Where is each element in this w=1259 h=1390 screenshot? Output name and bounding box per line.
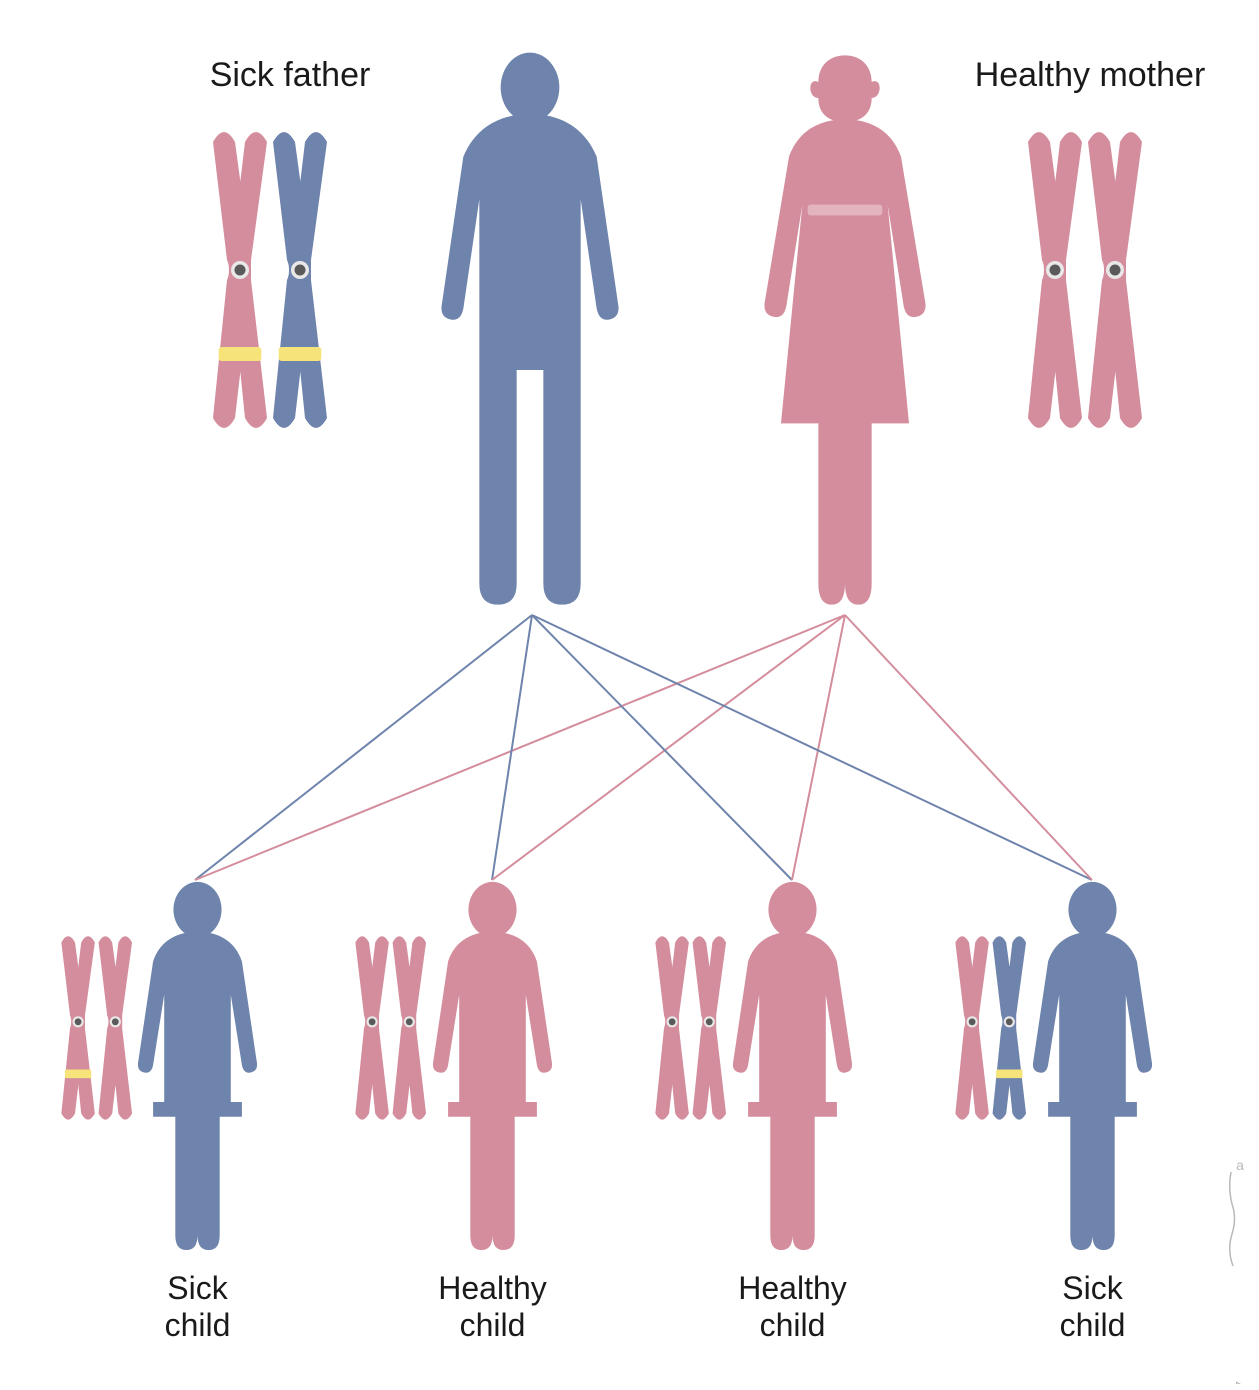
diagram-stage: Sick father Healthy mother Sick child He… <box>0 0 1259 1390</box>
father-chromosomes <box>185 130 355 450</box>
child-chromosomes-3 <box>638 935 743 1133</box>
watermark: a G5HHK7 <box>1227 1154 1253 1384</box>
svg-text:a: a <box>1236 1157 1244 1173</box>
child-chromosomes-1 <box>44 935 149 1133</box>
svg-text:G5HHK7: G5HHK7 <box>1234 1379 1251 1384</box>
child-chromosomes-2 <box>338 935 443 1133</box>
mother-figure <box>710 50 980 610</box>
mother-chromosomes <box>1000 130 1170 450</box>
father-figure <box>395 50 665 610</box>
child-chromosomes-4 <box>938 935 1043 1133</box>
